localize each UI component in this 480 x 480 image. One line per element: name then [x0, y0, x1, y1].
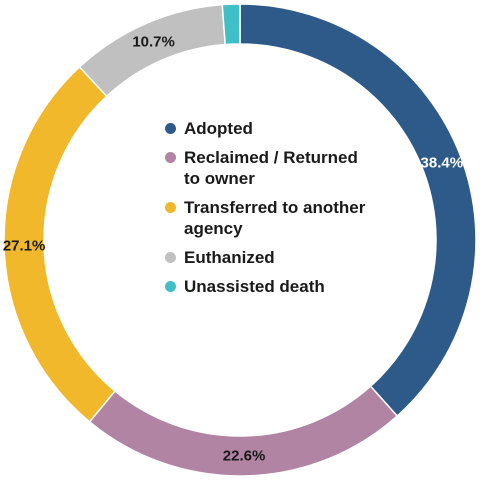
legend-label-reclaimed: Reclaimed / Returned to owner — [184, 148, 358, 188]
legend-item-unassisted-death: Unassisted death — [162, 276, 372, 297]
legend-marker-euthanized — [165, 252, 176, 263]
legend-marker-unassisted-death — [165, 281, 176, 292]
legend-marker-transferred — [165, 202, 176, 213]
legend-marker-reclaimed — [165, 152, 176, 163]
legend-marker-adopted — [165, 123, 176, 134]
slice-label-adopted: 38.4% — [421, 155, 464, 172]
legend-item-reclaimed: Reclaimed / Returned to owner — [162, 147, 372, 189]
legend-label-transferred: Transferred to another agency — [184, 198, 366, 238]
legend-item-adopted: Adopted — [162, 118, 372, 139]
slice-label-euthanized: 10.7% — [132, 34, 175, 51]
chart-legend: Adopted Reclaimed / Returned to owner Tr… — [162, 118, 372, 305]
legend-label-adopted: Adopted — [184, 119, 253, 138]
legend-label-euthanized: Euthanized — [184, 248, 275, 267]
slice-unassisted-death — [221, 3, 241, 46]
legend-label-unassisted-death: Unassisted death — [184, 277, 325, 296]
legend-item-euthanized: Euthanized — [162, 247, 372, 268]
slice-label-transferred-to-another-agency: 27.1% — [3, 238, 46, 255]
legend-item-transferred: Transferred to another agency — [162, 197, 372, 239]
slice-label-reclaimed-returned-to-owner: 22.6% — [223, 447, 266, 464]
